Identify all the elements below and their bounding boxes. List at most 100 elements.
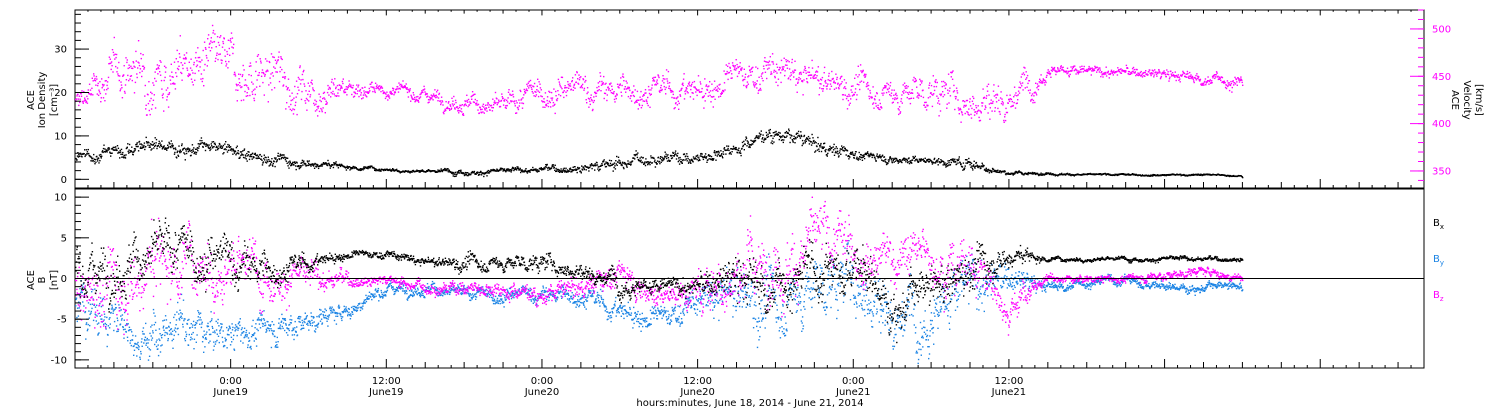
density-series-point xyxy=(204,149,207,152)
density-series-point xyxy=(418,170,421,172)
density-series-point xyxy=(904,159,907,161)
velocity-series-point xyxy=(850,98,852,100)
velocity-series-point xyxy=(404,85,406,87)
velocity-series-point xyxy=(139,68,142,70)
velocity-series-point xyxy=(688,83,690,85)
velocity-series-point xyxy=(591,100,593,102)
velocity-series-point xyxy=(748,75,750,77)
density-series-point xyxy=(801,139,804,142)
density-series-point xyxy=(886,163,888,165)
velocity-series-point xyxy=(1029,92,1031,94)
density-series-point xyxy=(944,162,946,164)
velocity-series-point xyxy=(300,98,303,101)
density-series-point xyxy=(1026,172,1029,175)
density-series-point xyxy=(299,165,301,167)
velocity-series-point xyxy=(546,99,548,102)
velocity-series-point xyxy=(152,99,155,101)
density-series-point xyxy=(294,162,296,164)
density-series-point xyxy=(553,166,555,168)
density-series-point xyxy=(793,138,796,140)
density-series-point xyxy=(209,146,212,148)
velocity-series-point xyxy=(794,69,797,71)
density-series-point xyxy=(503,169,505,171)
velocity-series-point xyxy=(342,82,344,85)
velocity-series-point xyxy=(1131,72,1133,75)
velocity-series-point xyxy=(452,100,454,102)
velocity-series-point xyxy=(482,103,485,105)
velocity-series-point xyxy=(725,64,727,66)
density-series-point xyxy=(545,164,547,166)
velocity-series-point xyxy=(1017,99,1019,101)
velocity-series-point xyxy=(578,79,581,81)
density-series-point xyxy=(98,154,101,156)
velocity-series-point xyxy=(127,67,129,70)
velocity-series-point xyxy=(533,82,536,85)
velocity-series-point xyxy=(730,70,732,72)
velocity-series-point xyxy=(1035,92,1037,94)
density-series-point xyxy=(191,151,193,154)
density-series-point xyxy=(616,155,618,158)
density-series-point xyxy=(228,146,230,148)
density-series-point xyxy=(103,144,105,146)
velocity-series-point xyxy=(324,112,326,114)
velocity-series-point xyxy=(93,73,95,75)
velocity-series-point xyxy=(581,83,584,86)
velocity-series-point xyxy=(669,89,672,92)
velocity-series-point xyxy=(357,84,360,86)
density-series-point xyxy=(363,166,365,168)
velocity-series-point xyxy=(626,82,628,84)
density-series-point xyxy=(1003,171,1005,173)
velocity-series-point xyxy=(1124,70,1126,72)
velocity-series-point xyxy=(125,57,127,59)
velocity-series-point xyxy=(585,79,587,82)
density-series-point xyxy=(591,167,593,170)
velocity-series-point xyxy=(425,93,428,95)
velocity-series-point xyxy=(623,80,625,82)
velocity-series-point xyxy=(316,109,318,111)
velocity-series-point xyxy=(1027,89,1030,92)
velocity-series-point xyxy=(888,87,890,89)
density-series-point xyxy=(889,157,892,159)
velocity-series-point xyxy=(1075,73,1077,75)
density-series-point xyxy=(478,173,480,176)
density-series-point xyxy=(747,142,749,145)
velocity-series-point xyxy=(269,82,272,84)
velocity-series-point xyxy=(636,101,638,103)
velocity-series-point xyxy=(576,71,578,73)
velocity-series-point xyxy=(946,103,948,105)
density-series-point xyxy=(671,157,674,159)
density-series-point xyxy=(754,137,756,140)
density-series-point xyxy=(984,169,987,171)
velocity-series-point xyxy=(118,79,120,82)
density-series-point xyxy=(277,155,279,157)
velocity-series-point xyxy=(391,93,393,95)
density-series-point xyxy=(802,142,805,144)
velocity-series-point xyxy=(254,93,256,96)
density-series-point xyxy=(348,166,351,168)
density-series-point xyxy=(821,147,824,150)
density-series-point xyxy=(82,153,84,155)
density-series-point xyxy=(160,145,163,148)
density-series-point xyxy=(797,132,799,135)
velocity-series-point xyxy=(845,87,847,90)
velocity-series-point xyxy=(906,87,908,89)
velocity-series-point xyxy=(868,97,871,100)
density-series-point xyxy=(188,148,190,150)
density-series-point xyxy=(986,169,988,171)
density-series-point xyxy=(864,152,867,155)
density-series-point xyxy=(717,153,719,156)
density-series-point xyxy=(154,145,156,147)
velocity-series-point xyxy=(423,88,426,90)
velocity-series-point xyxy=(84,99,87,102)
velocity-series-point xyxy=(546,105,548,107)
density-series-point xyxy=(1027,171,1030,174)
density-series-point xyxy=(890,158,892,160)
density-series-point xyxy=(668,159,670,161)
velocity-series-point xyxy=(334,78,336,80)
density-series-point xyxy=(451,172,453,175)
velocity-series-point xyxy=(416,100,419,102)
velocity-series-point xyxy=(1024,67,1026,69)
density-series-point xyxy=(859,156,861,158)
density-series-point xyxy=(942,160,944,162)
velocity-series-point xyxy=(767,64,769,66)
